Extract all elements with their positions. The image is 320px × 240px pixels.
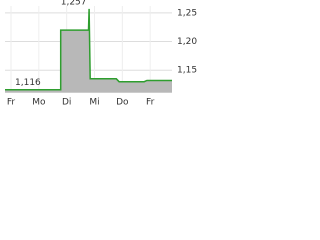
x-tick-label: Di [62,98,71,108]
annotation: 1,257 [61,0,87,7]
area [5,8,172,92]
x-tick-label: Do [116,98,129,108]
y-tick-label: 1,25 [177,8,197,18]
y-tick-label: 1,15 [177,66,197,76]
x-tick-label: Fr [7,98,16,108]
y-tick-label: 1,20 [177,37,197,47]
annotation: 1,116 [15,78,41,88]
x-tick-label: Mi [89,98,99,108]
x-tick-label: Fr [146,98,155,108]
line [5,8,172,91]
chart: 1,15 1,20 1,25 Fr Mo Di Mi Do Fr 1,257 1,116 [5,0,197,108]
x-tick-label: Mo [32,98,46,108]
